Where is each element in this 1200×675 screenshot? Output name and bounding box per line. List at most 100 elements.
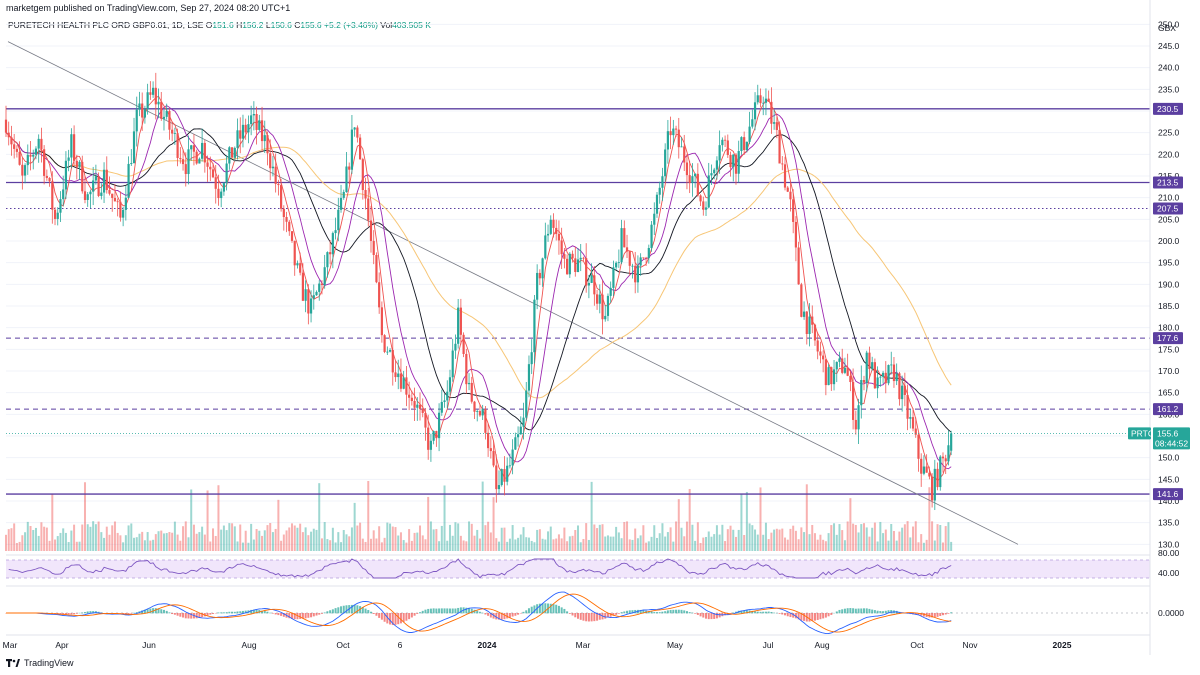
macd-histogram-bar	[405, 613, 408, 621]
candle-body	[841, 358, 844, 373]
candle-body	[348, 166, 351, 170]
candle-body	[225, 163, 228, 184]
volume-bar	[331, 527, 334, 551]
candle-body	[10, 137, 13, 145]
macd-histogram-bar	[157, 608, 160, 614]
candle-body	[13, 144, 16, 149]
candle-body	[198, 158, 201, 164]
volume-bar	[596, 528, 599, 551]
macd-histogram-bar	[566, 611, 569, 614]
candle-body	[939, 456, 942, 488]
volume-bar	[241, 542, 244, 551]
candle-body	[764, 98, 768, 103]
macd-histogram-bar	[173, 613, 176, 615]
volume-bar	[675, 521, 678, 551]
candle-body	[514, 437, 517, 450]
candle-body	[323, 267, 326, 286]
volume-bar	[680, 527, 683, 551]
candle-body	[369, 220, 373, 241]
candle-body	[149, 92, 152, 95]
trendline	[7, 41, 1019, 545]
volume-bar	[173, 521, 176, 551]
macd-histogram-bar	[571, 613, 574, 616]
volume-bar	[397, 535, 400, 551]
candle-body	[849, 375, 852, 383]
volume-bar	[201, 526, 204, 551]
macd-histogram-bar	[416, 613, 419, 614]
volume-bar	[315, 529, 318, 551]
volume-bar	[778, 529, 781, 551]
macd-histogram-bar	[337, 607, 340, 614]
macd-histogram-bar	[331, 609, 334, 614]
macd-histogram-bar	[408, 613, 411, 620]
volume-bar	[394, 527, 397, 551]
macd-histogram-bar	[288, 613, 291, 619]
macd-histogram-bar	[533, 605, 536, 614]
macd-histogram-bar	[399, 613, 402, 624]
volume-bar	[560, 538, 563, 551]
candle-body	[672, 128, 675, 136]
candle-body	[402, 377, 405, 389]
volume-bar	[195, 533, 198, 551]
candle-body	[288, 221, 291, 232]
volume-bar	[620, 538, 623, 551]
macd-histogram-bar	[184, 613, 187, 619]
volume-bar	[860, 524, 863, 551]
candle-body	[326, 252, 329, 268]
volume-bar	[489, 532, 492, 551]
candle-body	[179, 157, 182, 160]
volume-bar	[552, 539, 555, 551]
volume-bar	[350, 527, 353, 551]
candle-body	[168, 110, 171, 130]
close-value: 155.6	[300, 20, 322, 30]
macd-histogram-bar	[375, 613, 378, 616]
volume-bar	[473, 535, 476, 551]
macd-histogram-bar	[130, 613, 133, 614]
candle-body	[459, 307, 462, 335]
y-tick-label: 170.0	[1158, 366, 1180, 376]
volume-bar	[579, 542, 582, 551]
candle-body	[432, 431, 435, 441]
volume-bar	[280, 540, 283, 551]
volume-bar	[822, 539, 825, 551]
macd-histogram-bar	[593, 613, 596, 622]
macd-histogram-bar	[432, 608, 435, 614]
candle-body	[642, 257, 645, 259]
candle-body	[890, 364, 893, 366]
candle-body	[465, 353, 468, 385]
volume-bar	[138, 533, 141, 551]
candle-body	[451, 350, 454, 378]
candle-body	[7, 132, 10, 138]
volume-bar	[108, 534, 111, 551]
candle-body	[443, 400, 446, 402]
volume-bar	[950, 541, 953, 551]
volume-bar	[122, 542, 125, 551]
candle-body	[906, 394, 909, 419]
y-tick-label: 200.0	[1158, 236, 1180, 246]
volume-bar	[389, 523, 392, 551]
volume-bar	[533, 542, 536, 551]
candle-body	[72, 134, 76, 161]
macd-histogram-bar	[372, 613, 375, 614]
candle-body	[476, 411, 479, 412]
volume-bar	[225, 530, 228, 551]
volume-bar	[707, 531, 710, 551]
volume-bar	[628, 539, 631, 551]
candle-body	[64, 160, 68, 190]
volume-bar	[587, 539, 590, 551]
candle-body	[293, 240, 296, 266]
y-tick-label: 210.0	[1158, 193, 1180, 203]
candle-body	[195, 151, 198, 164]
macd-histogram-bar	[710, 613, 713, 620]
oscillator-panels	[5, 554, 1150, 636]
volume-bar	[655, 537, 658, 551]
volume-bar	[598, 524, 601, 551]
candle-body	[865, 352, 868, 383]
candle-body	[484, 409, 487, 433]
symbol-legend: PURETECH HEALTH PLC ORD GBP0.01, 1D, LSE…	[8, 20, 431, 30]
volume-bar	[729, 525, 732, 551]
candle-body	[70, 134, 73, 158]
volume-bar	[892, 530, 895, 551]
time-axis: Mar Apr Jun Aug Oct 6 2024 Mar May Jul Aug Oct Nov 20…	[3, 640, 1072, 650]
